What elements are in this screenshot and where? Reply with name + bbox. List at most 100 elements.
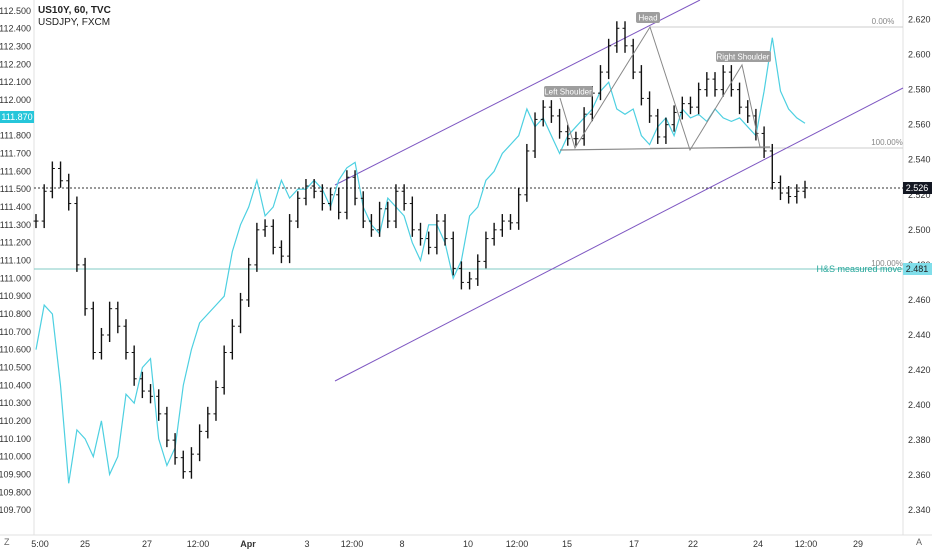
us10y-bar	[638, 65, 644, 106]
left-axis-tick-label: 111.100	[0, 256, 31, 266]
us10y-bar	[205, 406, 211, 439]
right-axis-tick-label: 2.620	[908, 15, 931, 25]
head-label: Head	[636, 12, 660, 23]
us10y-bar	[491, 222, 497, 246]
left-axis-tick-label: 112.200	[0, 59, 31, 69]
x-axis-ticks: 5:00 25 27 12:00 Apr 3 12:00 8 10 12:00 15 17 22 24 12…	[31, 539, 863, 549]
left-axis-tick-label: 109.900	[0, 469, 31, 479]
us10y-bar	[769, 143, 775, 190]
x-axis-tick-label: 24	[753, 539, 763, 549]
us10y-bar	[246, 257, 252, 307]
x-axis-tick-label: 3	[304, 539, 309, 549]
left-axis-tick-label: 112.400	[0, 24, 31, 34]
fib-0-label: 0.00%	[872, 17, 895, 26]
right-axis-tick-label: 2.520	[908, 190, 931, 200]
left-axis-tick-label: 110.300	[0, 398, 31, 408]
us10y-bar	[794, 184, 800, 204]
us10y-bar	[254, 222, 260, 272]
x-axis-tick-label: 10	[463, 539, 473, 549]
left-axis-tick-label: 109.800	[0, 487, 31, 497]
us10y-bar	[786, 186, 792, 204]
us10y-bar	[802, 180, 808, 199]
right-axis-tick-label: 2.420	[908, 365, 931, 375]
right-axis-tick-label: 2.500	[908, 225, 931, 235]
x-axis-tick-label: 29	[853, 539, 863, 549]
us10y-bar	[303, 179, 309, 206]
us10y-bar	[180, 450, 186, 479]
us10y-bar	[728, 65, 734, 97]
right-axis-tick-label: 2.340	[908, 505, 931, 515]
us10y-bar	[295, 191, 301, 229]
left-axis-tick-label: 110.500	[0, 362, 31, 372]
us10y-bar	[548, 100, 554, 123]
us10y-bar	[499, 214, 505, 237]
right-shoulder-label: Right Shoulder	[716, 51, 771, 62]
us10y-bar	[74, 196, 80, 272]
left-axis-tick-label: 111.700	[0, 149, 31, 159]
x-axis-tick-label: 27	[142, 539, 152, 549]
us10y-bar	[606, 38, 612, 80]
us10y-bar	[270, 219, 276, 255]
us10y-bar	[434, 214, 440, 255]
us10y-bar	[90, 301, 96, 360]
us10y-bar	[720, 65, 726, 97]
us10y-bar	[172, 433, 178, 465]
us10y-bar	[58, 161, 64, 188]
us10y-bar	[516, 187, 522, 230]
left-axis-tick-label: 110.800	[0, 309, 31, 319]
us10y-bar	[139, 371, 145, 399]
us10y-bar	[33, 214, 39, 229]
svg-text:Left Shoulder: Left Shoulder	[544, 88, 592, 97]
us10y-bar	[401, 184, 407, 211]
us10y-bar	[368, 214, 374, 237]
us10y-bar	[467, 271, 473, 290]
us10y-bar	[377, 201, 383, 237]
us10y-bar	[532, 112, 538, 158]
us10y-bar	[82, 257, 88, 316]
right-axis-tick-label: 2.400	[908, 400, 931, 410]
left-axis-tick-label: 112.100	[0, 77, 31, 87]
us10y-bar	[41, 184, 47, 229]
us10y-bar	[344, 170, 350, 220]
us10y-bar	[328, 187, 334, 211]
us10y-bar	[287, 214, 293, 264]
svg-text:Right Shoulder: Right Shoulder	[717, 53, 770, 62]
us10y-bar	[229, 319, 235, 360]
fib-100-label: 100.00%	[871, 138, 903, 147]
left-axis-tick-label: 111.400	[0, 202, 31, 212]
timezone-icon[interactable]: Z	[4, 537, 10, 547]
us10y-bar	[737, 82, 743, 115]
us10y-bar	[696, 82, 702, 115]
us10y-bar	[311, 179, 317, 199]
right-axis-tick-label: 2.440	[908, 330, 931, 340]
right-current-price-tag: 2.526	[903, 182, 932, 194]
us10y-bar	[385, 201, 391, 229]
us10y-bar	[352, 170, 358, 206]
hs-pattern-lines	[559, 25, 761, 152]
x-axis-tick-label: 25	[80, 539, 90, 549]
x-axis-tick-label: 12:00	[795, 539, 818, 549]
left-axis-tick-label: 110.600	[0, 345, 31, 355]
us10y-bar	[107, 301, 113, 342]
x-axis-tick-label: 5:00	[31, 539, 49, 549]
svg-text:2.481: 2.481	[906, 264, 929, 274]
x-axis-tick-label: Apr	[240, 539, 256, 549]
chart-title: US10Y, 60, TVC	[38, 5, 111, 16]
us10y-bar	[238, 292, 244, 334]
right-axis-tick-label: 2.360	[908, 470, 931, 480]
chart-subtitle: USDJPY, FXCM	[38, 17, 110, 28]
left-axis-tick-label: 111.200	[0, 238, 31, 248]
us10y-bar	[426, 231, 432, 255]
us10y-bar	[164, 406, 170, 448]
us10y-bar	[655, 108, 661, 144]
us10y-bar	[393, 184, 399, 229]
neckline	[559, 146, 771, 151]
auto-scale-icon[interactable]: A	[916, 537, 922, 547]
left-axis-tick-label: 111.000	[0, 273, 31, 283]
us10y-bar	[197, 424, 203, 462]
right-axis-tick-label: 2.600	[908, 50, 931, 60]
us10y-bar	[360, 191, 366, 229]
right-axis-tick-label: 2.560	[908, 120, 931, 130]
us10y-bar	[409, 196, 415, 237]
